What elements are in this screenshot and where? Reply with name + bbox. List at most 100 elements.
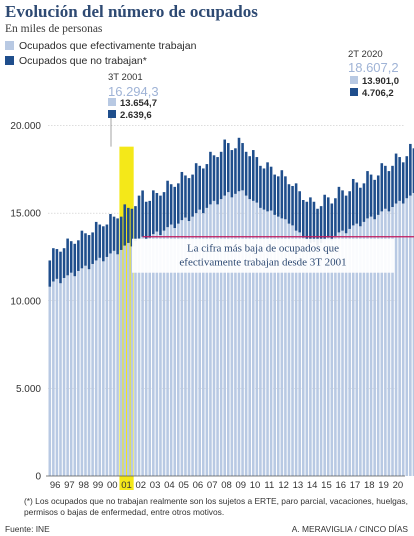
- bar-not-working: [194, 163, 198, 214]
- bar-working: [137, 238, 141, 476]
- bar-working: [212, 200, 216, 476]
- bar-working: [312, 242, 316, 476]
- bar-not-working: [177, 183, 180, 224]
- bar-not-working: [376, 175, 380, 215]
- bar-not-working: [409, 143, 412, 196]
- bar-working: [80, 268, 84, 476]
- bar-working: [155, 231, 159, 476]
- bar-working: [359, 226, 362, 476]
- bar-working: [98, 257, 102, 476]
- bar-not-working: [180, 171, 184, 221]
- bar-working: [323, 239, 326, 476]
- bar-working: [305, 239, 309, 476]
- bar-not-working: [401, 162, 405, 204]
- bar-not-working: [52, 248, 55, 282]
- annotation-period-2020: 2T 2020: [348, 49, 383, 60]
- bar-working: [119, 249, 123, 476]
- annotation-working-2020: 13.901,0: [362, 76, 399, 87]
- bar-working: [134, 241, 137, 476]
- x-tick-label: 06: [193, 480, 204, 491]
- bar-not-working: [273, 174, 276, 215]
- bar-working: [301, 237, 305, 476]
- x-tick-label: 20: [393, 480, 404, 491]
- bar-working: [94, 260, 98, 476]
- bar-working: [169, 224, 173, 476]
- bar-not-working: [276, 176, 280, 217]
- y-tick-label: 5.000: [16, 384, 41, 395]
- bar-not-working: [348, 191, 351, 229]
- bar-not-working: [134, 206, 137, 242]
- bar-not-working: [291, 185, 294, 226]
- bar-working: [366, 218, 369, 476]
- bar-working: [226, 192, 230, 476]
- chart-title: Evolución del número de ocupados: [5, 2, 258, 21]
- bar-not-working: [330, 203, 334, 241]
- bar-working: [159, 235, 162, 476]
- legend-item-not-working: Ocupados que no trabajan*: [5, 55, 147, 67]
- x-tick-label: 17: [350, 480, 361, 491]
- x-tick-label: 05: [178, 480, 189, 491]
- bar-working: [309, 242, 312, 476]
- bar-not-working: [184, 175, 187, 218]
- bar-not-working: [73, 243, 77, 277]
- bar-working: [116, 254, 119, 476]
- bar-working: [237, 191, 241, 476]
- bar-not-working: [198, 165, 202, 210]
- bar-working: [401, 203, 405, 476]
- annotation-swatch-working-2001: [108, 98, 116, 106]
- bar-working: [384, 208, 387, 476]
- bar-not-working: [344, 195, 348, 234]
- annotation-period-2001: 3T 2001: [108, 72, 143, 83]
- bar-working: [162, 230, 166, 476]
- bar-not-working: [234, 148, 237, 194]
- bar-not-working: [209, 151, 212, 205]
- bar-working: [77, 270, 80, 476]
- chart-subtitle: En miles de personas: [5, 23, 103, 35]
- bar-not-working: [148, 200, 152, 238]
- callout-text: La cifra más baja de ocupados que: [187, 243, 339, 255]
- bar-working: [127, 242, 130, 476]
- bar-not-working: [241, 143, 244, 191]
- highlight-band-2001: [119, 146, 134, 490]
- bar-not-working: [373, 179, 376, 220]
- source: Fuente: INE: [5, 524, 50, 534]
- annotation-working-2001: 13.654,7: [120, 98, 157, 109]
- x-tick-label: 10: [250, 480, 261, 491]
- bar-not-working: [351, 178, 355, 226]
- bar-not-working: [334, 198, 337, 236]
- bar-not-working: [323, 194, 326, 240]
- bar-working: [269, 210, 273, 476]
- bar-not-working: [144, 201, 148, 240]
- bar-not-working: [173, 186, 177, 229]
- bar-working: [287, 223, 291, 476]
- x-tick-label: 02: [136, 480, 147, 491]
- bar-working: [66, 275, 69, 476]
- bar-not-working: [262, 168, 266, 210]
- bar-working: [59, 283, 62, 476]
- bar-working: [223, 195, 227, 476]
- x-tick-label: 08: [221, 480, 232, 491]
- bar-not-working: [202, 168, 205, 214]
- bar-not-working: [366, 171, 369, 219]
- x-tick-label: 98: [78, 480, 89, 491]
- bar-working: [102, 261, 105, 476]
- bar-working: [344, 233, 348, 476]
- bar-not-working: [55, 249, 59, 279]
- bar-not-working: [305, 201, 309, 240]
- bar-working: [337, 232, 341, 476]
- bar-not-working: [59, 251, 62, 284]
- bar-not-working: [212, 155, 216, 201]
- bar-not-working: [205, 164, 209, 208]
- bar-not-working: [80, 230, 84, 269]
- x-tick-label: 11: [264, 480, 274, 491]
- bar-not-working: [155, 192, 159, 232]
- bar-working: [273, 214, 276, 476]
- annotation-total-2001: 16.294,3: [108, 84, 159, 99]
- bar-working: [202, 213, 205, 476]
- bar-not-working: [341, 190, 344, 231]
- bar-working: [348, 228, 351, 476]
- bar-working: [73, 276, 77, 476]
- x-tick-label: 09: [235, 480, 246, 491]
- bar-not-working: [394, 153, 398, 204]
- bar-not-working: [216, 157, 219, 205]
